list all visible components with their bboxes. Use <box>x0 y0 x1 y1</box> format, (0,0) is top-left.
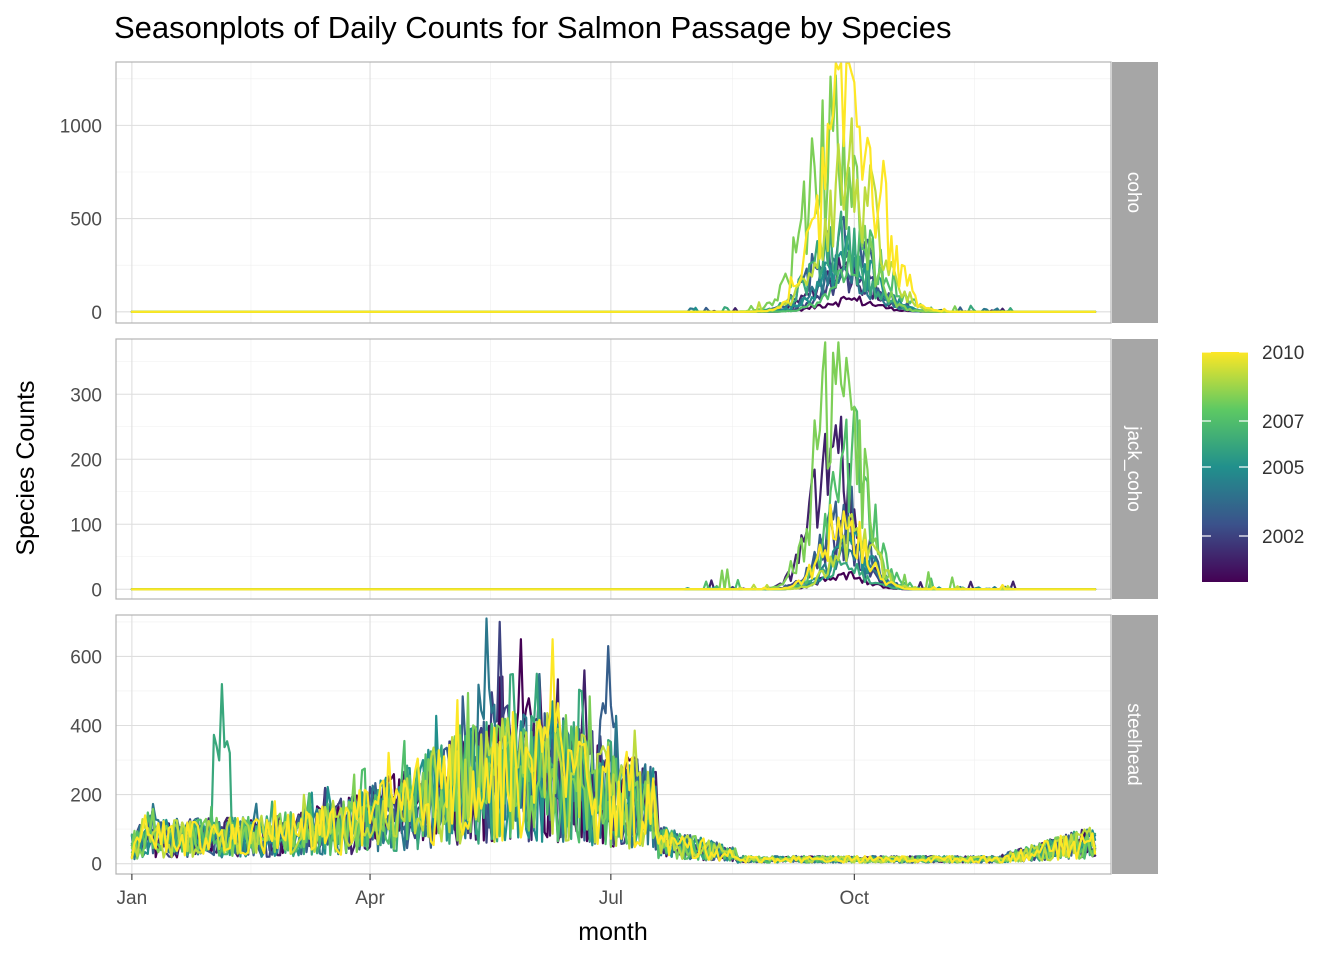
strip-jack_coho <box>1112 339 1158 599</box>
y-tick-label: 400 <box>70 717 102 738</box>
x-tick-label: Apr <box>355 888 385 909</box>
x-axis-title: month <box>578 918 647 946</box>
y-tick-label: 500 <box>70 210 102 231</box>
y-tick-label: 0 <box>91 855 102 876</box>
panel-jack_coho: 0 100 200 300 jack_coho <box>70 338 1158 601</box>
panel-border <box>115 614 1112 875</box>
strip-steelhead <box>1112 615 1158 874</box>
series-line-2002 <box>130 514 1097 591</box>
y-tick-label: 100 <box>70 515 102 536</box>
panel-coho: 0 500 1000 coho <box>60 61 1158 324</box>
panel-border <box>115 61 1112 324</box>
series-line-2001 <box>130 415 1097 591</box>
series-lines <box>130 341 1097 591</box>
strip-label: steelhead <box>1123 703 1144 785</box>
series-lines <box>130 617 1097 864</box>
x-tick-label: Jan <box>117 888 148 909</box>
series-line-2000 <box>130 295 1097 313</box>
series-line-2008 <box>130 74 1097 313</box>
series-line-2010 <box>130 638 1097 864</box>
panel-border <box>115 338 1112 600</box>
series-line-2006 <box>130 210 1097 313</box>
chart-title: Seasonplots of Daily Counts for Salmon P… <box>114 10 951 45</box>
facet-panels: 0 500 1000 coho 0 100 200 300 jack_coho 0 200 400 60… <box>60 61 1158 909</box>
series-line-2009 <box>130 512 1097 591</box>
strip-coho <box>1112 62 1158 323</box>
legend-label: 2005 <box>1262 458 1304 479</box>
color-legend: 2002 2005 2007 2010 <box>1202 343 1304 582</box>
y-tick-label: 200 <box>70 450 102 471</box>
y-tick-label: 300 <box>70 385 102 406</box>
y-tick-label: 0 <box>91 303 102 324</box>
strip-label: coho <box>1123 172 1144 213</box>
series-line-2002 <box>130 264 1097 313</box>
series-line-2003 <box>130 485 1097 591</box>
y-tick-label: 0 <box>91 580 102 601</box>
series-line-2007 <box>130 229 1097 313</box>
legend-label: 2007 <box>1262 412 1304 433</box>
y-tick-label: 1000 <box>60 116 102 137</box>
series-line-2010 <box>130 503 1097 591</box>
legend-label: 2002 <box>1262 527 1304 548</box>
series-line-2001 <box>130 255 1097 313</box>
series-line-2010 <box>130 61 1097 313</box>
x-tick-label: Jul <box>599 888 623 909</box>
series-line-2007 <box>130 405 1097 591</box>
series-line-2004 <box>130 256 1097 313</box>
series-line-2008 <box>130 341 1097 591</box>
series-line-2009 <box>130 711 1097 864</box>
series-lines <box>130 61 1097 313</box>
panel-steelhead: 0 200 400 600 steelhead <box>70 614 1158 876</box>
series-line-2009 <box>130 117 1097 313</box>
strip-label: jack_coho <box>1123 425 1144 512</box>
series-line-2005 <box>130 235 1097 313</box>
y-axis-title: Species Counts <box>12 380 40 555</box>
y-tick-label: 200 <box>70 786 102 807</box>
x-tick-label: Oct <box>840 888 870 909</box>
x-axis: Jan Apr Jul Oct <box>117 874 870 909</box>
series-line-2003 <box>130 215 1097 313</box>
y-tick-label: 600 <box>70 647 102 668</box>
legend-label: 2010 <box>1262 343 1304 364</box>
